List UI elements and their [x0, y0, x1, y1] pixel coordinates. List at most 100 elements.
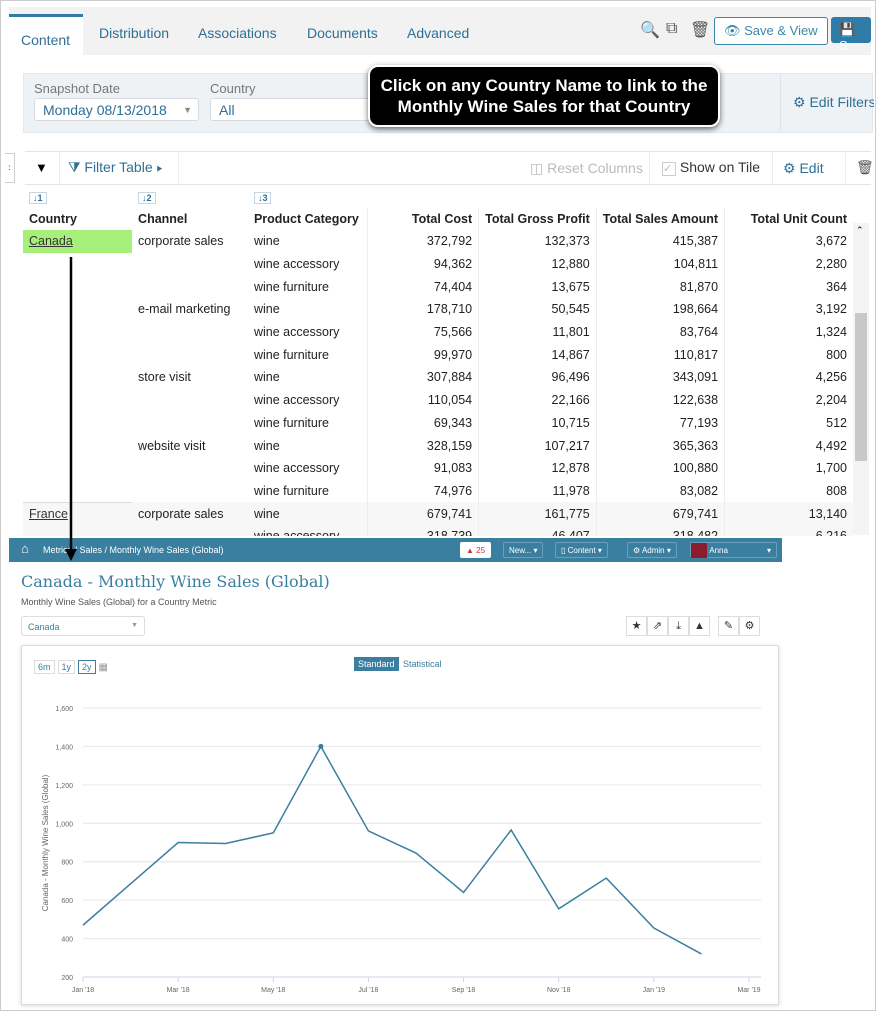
data-point[interactable]: [318, 743, 324, 749]
home-icon[interactable]: ⌂: [21, 541, 29, 556]
scrollbar-thumb[interactable]: [855, 313, 867, 461]
statistical-view-button[interactable]: Statistical: [403, 659, 442, 669]
scroll-up-icon[interactable]: ⌃: [856, 225, 864, 235]
gear-icon[interactable]: ⚙: [739, 616, 760, 636]
table-row: website visit wine 328,159 107,217 365,363 4,…: [23, 434, 853, 457]
star-icon[interactable]: ★: [626, 616, 647, 636]
column-header[interactable]: Total Gross Profit: [478, 208, 597, 230]
top-nav: ⌂ Metrics / Sales / Monthly Wine Sales (…: [9, 538, 782, 562]
filter-icon: ⧩: [68, 159, 81, 175]
tab-associations[interactable]: Associations: [198, 25, 277, 41]
table-cell: 110,817: [595, 343, 725, 367]
trash-icon[interactable]: 🗑: [690, 22, 711, 39]
country-link[interactable]: France: [29, 506, 68, 521]
table-cell: store visit: [138, 370, 191, 385]
table-cell: 415,387: [595, 230, 725, 253]
table-cell: 22,166: [478, 388, 597, 412]
table-cell: wine accessory: [248, 525, 368, 536]
range-6m[interactable]: 6m: [34, 660, 55, 674]
edit-filters-button[interactable]: ⚙ Edit Filters: [780, 74, 874, 132]
alerts-button[interactable]: ▲ 25: [460, 542, 492, 558]
table-row: e-mail marketing wine 178,710 50,545 198,664…: [23, 298, 853, 321]
save-view-button[interactable]: 👁 Save & View: [714, 17, 828, 45]
x-tick-label: Mar '19: [737, 987, 760, 994]
content-menu[interactable]: ▯ Content ▾: [555, 542, 608, 558]
page-subtitle: Monthly Wine Sales (Global) for a Countr…: [21, 597, 217, 607]
sort-badge-2[interactable]: ↓2: [132, 186, 248, 208]
show-on-tile-label: Show on Tile: [679, 159, 761, 175]
metric-page-screenshot: ⌂ Metrics / Sales / Monthly Wine Sales (…: [9, 538, 782, 1008]
table-cell: corporate sales: [138, 506, 224, 521]
table-cell: wine furniture: [253, 415, 329, 430]
x-tick-label: Jan '19: [643, 987, 665, 994]
tab-content[interactable]: Content: [9, 14, 83, 55]
sort-badge-1[interactable]: ↓1: [23, 186, 132, 208]
table-cell: 512: [724, 411, 853, 435]
sidebar-toggle[interactable]: :: [5, 153, 15, 183]
country-link[interactable]: Canada: [29, 234, 73, 249]
column-header[interactable]: Total Sales Amount: [595, 208, 725, 230]
table-cell: 10,715: [478, 411, 597, 435]
reset-columns-button[interactable]: ◫ Reset Columns: [530, 160, 643, 177]
gear-icon: ⚙: [793, 94, 810, 110]
range-1y[interactable]: 1y: [57, 660, 76, 674]
table-cell: website visit: [138, 438, 206, 453]
filter-table-button[interactable]: ⧩ Filter Table ▸: [59, 152, 179, 184]
table-cell: 110,054: [367, 388, 479, 412]
column-header[interactable]: Total Unit Count: [724, 208, 853, 230]
share-icon[interactable]: ⇗: [647, 616, 668, 636]
column-header[interactable]: Total Cost: [367, 208, 479, 230]
table-scrollbar[interactable]: ⌃: [853, 223, 869, 535]
copy-icon[interactable]: ⧉: [666, 20, 678, 37]
chevron-down-icon: ▼: [131, 622, 138, 629]
snapshot-date-label: Snapshot Date: [34, 81, 121, 96]
range-2y[interactable]: 2y: [78, 660, 96, 674]
x-tick-label: Jan '18: [72, 987, 94, 994]
content-label: Content: [567, 546, 596, 555]
chart-panel: 6m 1y 2y ▦ Standard Statistical: [21, 645, 779, 1005]
country-selector[interactable]: Canada ▼: [21, 616, 145, 636]
standard-view-button[interactable]: Standard: [354, 657, 399, 671]
table-cell: 328,159: [367, 434, 479, 457]
country-select[interactable]: All: [210, 98, 375, 121]
breadcrumb[interactable]: Metrics / Sales / Monthly Wine Sales (Gl…: [43, 545, 224, 555]
table-cell: wine furniture: [253, 483, 329, 498]
trash-icon[interactable]: 🗑: [845, 152, 874, 184]
search-icon[interactable]: 🔍: [640, 22, 660, 39]
table-cell: 679,741: [367, 502, 479, 525]
y-tick-label: 600: [61, 898, 73, 905]
tab-advanced[interactable]: Advanced: [407, 25, 470, 41]
admin-menu[interactable]: ⚙ Admin ▾: [627, 542, 677, 558]
new-menu[interactable]: New... ▾: [503, 542, 544, 558]
download-icon[interactable]: ⤓: [668, 616, 689, 636]
action-buttons: ★ ⇗ ⤓ ▲ ✎ ⚙: [626, 616, 760, 636]
tab-distribution[interactable]: Distribution: [99, 25, 170, 41]
pencil-icon[interactable]: ✎: [718, 616, 739, 636]
tab-documents[interactable]: Documents: [307, 25, 378, 41]
collapse-triangle-icon[interactable]: ▼: [35, 160, 48, 175]
column-header[interactable]: Product Category: [253, 212, 359, 226]
table-cell: wine accessory: [253, 393, 340, 408]
calendar-icon[interactable]: ▦: [98, 662, 108, 673]
table-cell: 77,193: [595, 411, 725, 435]
x-tick-label: May '18: [261, 987, 285, 994]
table-cell: 13,140: [724, 502, 853, 525]
save-button[interactable]: 💾 S: [831, 17, 871, 53]
sort-badge-3[interactable]: ↓3: [248, 186, 368, 208]
table-cell: 83,082: [595, 479, 725, 503]
table-cell: 2,204: [724, 388, 853, 412]
column-header[interactable]: Channel: [138, 212, 188, 226]
snapshot-date-select[interactable]: Monday 08/13/2018 ▼: [34, 98, 199, 121]
user-menu[interactable]: Anna ▾: [690, 542, 777, 558]
table-row: France corporate sales wine 679,741 161,775 6…: [23, 501, 853, 525]
user-name: Anna: [709, 546, 728, 555]
alert-icon[interactable]: ▲: [689, 616, 710, 636]
save-icon: 💾: [839, 22, 856, 37]
table-cell: 11,978: [478, 479, 597, 503]
column-header[interactable]: Country: [29, 212, 77, 226]
edit-table-button[interactable]: ⚙ Edit: [783, 160, 824, 177]
y-tick-label: 800: [61, 860, 73, 867]
table-cell: 75,566: [367, 320, 479, 344]
show-on-tile-checkbox[interactable]: ✓ Show on Tile: [649, 152, 774, 184]
